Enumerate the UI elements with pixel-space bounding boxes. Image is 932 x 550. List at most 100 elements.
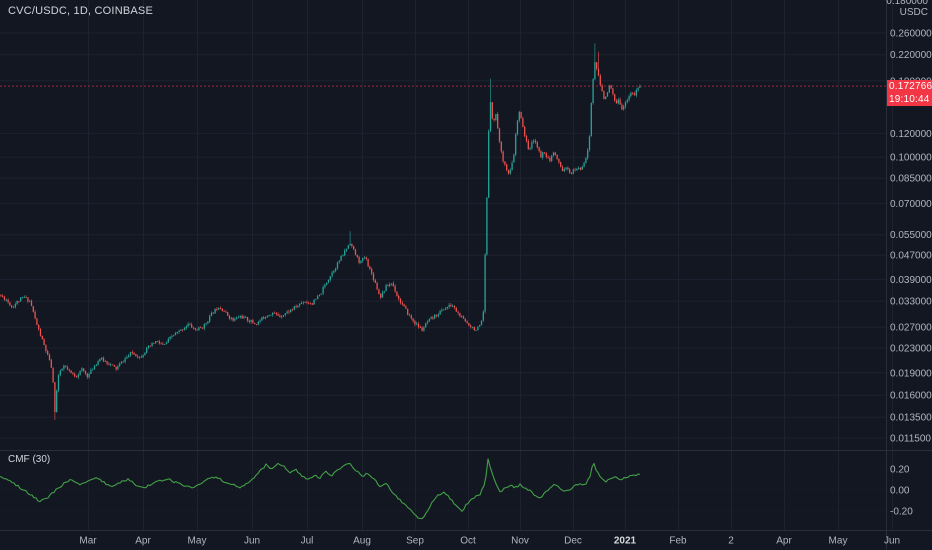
corner-currency-label: USDC <box>899 7 928 18</box>
candle-body <box>178 330 180 332</box>
candle-body <box>214 308 216 314</box>
candle-body <box>295 306 297 308</box>
price-tick-label: 0.120000 <box>890 129 932 140</box>
candle-body <box>453 306 456 308</box>
candle-body <box>288 311 290 313</box>
candle-body <box>104 361 106 362</box>
candle-body <box>504 161 506 165</box>
candle-body <box>279 315 281 317</box>
candle-body <box>527 141 529 150</box>
candle-body <box>336 262 339 269</box>
time-tick-label: Feb <box>669 536 687 547</box>
candle-body <box>140 356 142 358</box>
candle-body <box>169 336 171 339</box>
candle-body <box>117 366 119 370</box>
candle-body <box>416 323 418 325</box>
price-tick-label: 0.220000 <box>890 50 932 61</box>
candle-body <box>421 327 423 331</box>
candle-body <box>552 152 555 156</box>
time-tick-label: Apr <box>776 536 792 547</box>
candle-body <box>498 128 501 142</box>
candle-body <box>86 373 88 377</box>
candle-body <box>396 291 398 296</box>
candle-body <box>128 355 130 358</box>
price-tick-label: 0.019000 <box>890 368 932 379</box>
candle-body <box>12 307 15 308</box>
candle-body <box>588 136 591 150</box>
candle-body <box>567 167 569 170</box>
last-price-badge[interactable]: 0.172766 <box>887 79 932 93</box>
candle-body <box>507 170 510 174</box>
candle-body <box>354 249 357 256</box>
candle-body <box>68 369 70 371</box>
candle-body <box>381 292 384 298</box>
candle-body <box>605 96 607 99</box>
candle-body <box>531 142 533 149</box>
candle-body <box>207 321 209 324</box>
candle-body <box>623 106 625 110</box>
candle-body <box>617 99 619 104</box>
candle-body <box>432 317 434 319</box>
candle-body <box>165 342 168 345</box>
indicator-legend[interactable]: CMF (30) <box>8 454 51 465</box>
candle-body <box>581 166 583 170</box>
candle-body <box>218 308 220 310</box>
candle-body <box>610 85 612 89</box>
candle-body <box>54 382 56 413</box>
candle-body <box>385 285 387 291</box>
candle-body <box>473 326 475 331</box>
price-axis-corner: 0.180000 USDC <box>886 0 928 18</box>
candle-body <box>246 317 249 321</box>
candle-body <box>371 268 373 274</box>
candle-body <box>254 322 256 325</box>
candle-body <box>126 357 128 359</box>
candle-body <box>437 314 439 317</box>
candle-body <box>549 157 551 161</box>
candle-body <box>18 301 20 302</box>
candle-body <box>441 309 443 311</box>
candle-body <box>599 75 601 86</box>
candle-body <box>572 169 574 174</box>
candle-body <box>387 285 389 287</box>
candle-body <box>462 316 465 319</box>
candle-body <box>198 327 200 331</box>
candle-body <box>52 367 54 383</box>
candle-body <box>480 320 483 326</box>
candle-body <box>45 345 47 351</box>
candle-body <box>275 312 277 314</box>
candle-body <box>239 315 241 318</box>
candle-body <box>479 325 481 327</box>
candle-body <box>477 326 479 331</box>
candle-body <box>468 323 470 326</box>
candle-body <box>272 312 274 315</box>
time-tick-label: May <box>829 536 848 547</box>
cmf-tick-label: 0.20 <box>890 465 910 476</box>
candle-body <box>554 152 556 155</box>
candle-body <box>230 317 232 319</box>
candle-body <box>565 167 567 170</box>
price-tick-label: 0.055000 <box>890 230 932 241</box>
price-tick-label: 0.070000 <box>890 199 932 210</box>
candle-body <box>511 162 513 171</box>
candle-body <box>378 289 380 294</box>
candle-body <box>9 302 11 306</box>
time-tick-label: May <box>188 536 207 547</box>
candle-body <box>137 356 139 358</box>
candle-body <box>286 311 288 314</box>
candle-body <box>50 359 52 368</box>
candle-body <box>331 272 333 277</box>
symbol-legend[interactable]: CVC/USDC, 1D, COINBASE <box>8 5 153 17</box>
candle-body <box>351 244 353 246</box>
candle-body <box>81 368 83 371</box>
candle-body <box>209 315 211 322</box>
candle-body <box>124 358 126 362</box>
candle-body <box>518 111 520 121</box>
candle-body <box>459 312 461 317</box>
candle-body <box>191 324 193 328</box>
candle-body <box>471 326 474 328</box>
candle-body <box>23 297 25 298</box>
candle-body <box>74 373 76 377</box>
candle-body <box>291 309 294 311</box>
candle-body <box>585 158 587 163</box>
